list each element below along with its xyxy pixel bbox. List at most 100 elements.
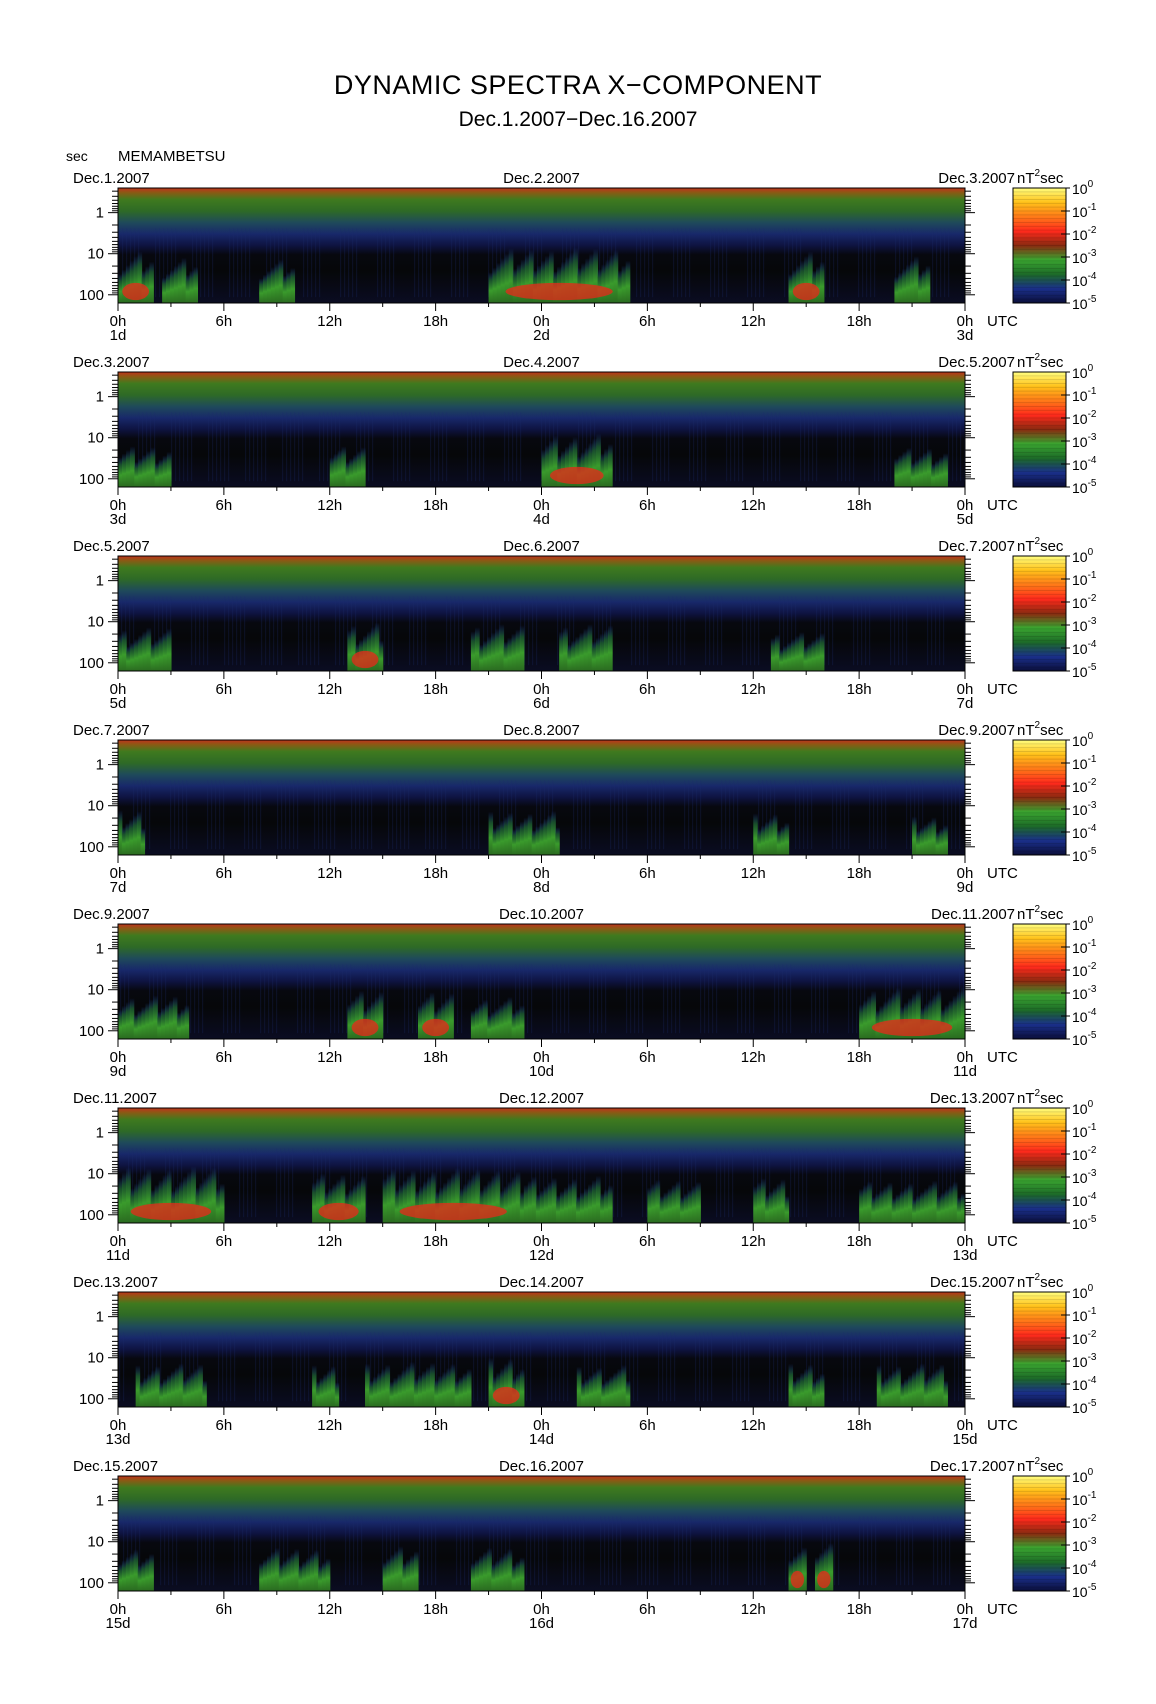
activity-mark xyxy=(166,273,171,303)
activity-mark xyxy=(772,814,778,855)
activity-mark xyxy=(470,631,476,671)
activity-mark xyxy=(495,1007,501,1039)
noise-stripe xyxy=(703,1332,705,1402)
noise-stripe xyxy=(592,1332,594,1402)
activity-mark xyxy=(402,1563,407,1591)
noise-stripe xyxy=(736,1332,738,1402)
activity-mark xyxy=(499,1190,505,1223)
noise-stripe xyxy=(155,228,157,298)
activity-mark xyxy=(776,1183,782,1223)
activity-mark xyxy=(186,1375,192,1407)
noise-stripe xyxy=(196,228,198,298)
y-tick-label: 1 xyxy=(96,389,104,406)
activity-mark xyxy=(470,1563,476,1591)
noise-stripe xyxy=(828,596,830,666)
noise-stripe xyxy=(203,596,205,666)
activity-mark xyxy=(125,265,131,303)
noise-stripe xyxy=(244,596,246,666)
y-tick-label: 10 xyxy=(87,246,104,263)
noise-stripe xyxy=(393,228,395,298)
noise-stripe xyxy=(417,596,419,666)
noise-stripe xyxy=(903,228,905,298)
noise-stripe xyxy=(581,780,583,850)
noise-stripe xyxy=(589,964,591,1034)
noise-stripe xyxy=(350,964,352,1034)
noise-stripe xyxy=(737,964,739,1034)
noise-stripe xyxy=(403,1332,405,1402)
noise-stripe xyxy=(334,964,336,1034)
activity-mark xyxy=(956,991,962,1039)
activity-mark xyxy=(516,1373,521,1407)
activity-mark xyxy=(508,248,514,303)
activity-mark xyxy=(539,822,545,855)
activity-mark xyxy=(491,1011,496,1039)
noise-stripe xyxy=(722,228,724,298)
activity-mark xyxy=(130,446,135,487)
colorbar-tick-label: 10-1 xyxy=(1072,1306,1097,1324)
noise-stripe xyxy=(827,964,829,1034)
activity-mark xyxy=(605,1379,610,1407)
activity-mark xyxy=(684,1193,689,1223)
activity-mark xyxy=(187,1171,192,1223)
noise-stripe xyxy=(128,964,130,1034)
activity-mark xyxy=(511,1565,517,1591)
noise-stripe xyxy=(199,596,201,666)
activity-mark xyxy=(519,1557,525,1591)
noise-stripe xyxy=(951,780,953,850)
noise-stripe xyxy=(679,964,681,1034)
activity-mark xyxy=(823,1547,829,1591)
activity-mark xyxy=(659,1196,665,1223)
noise-stripe xyxy=(384,596,386,666)
noise-stripe xyxy=(779,596,781,666)
activity-mark xyxy=(203,1177,209,1223)
noise-stripe xyxy=(249,228,251,298)
noise-stripe xyxy=(122,228,124,298)
noise-stripe xyxy=(870,228,872,298)
noise-stripe xyxy=(863,1516,865,1586)
noise-stripe xyxy=(569,596,571,666)
activity-mark xyxy=(141,1006,147,1039)
colorbar-tick-label: 100 xyxy=(1072,547,1094,565)
activity-mark xyxy=(910,462,916,487)
activity-mark xyxy=(545,444,550,487)
noise-stripe xyxy=(191,412,193,482)
noise-stripe xyxy=(430,412,432,482)
noise-stripe xyxy=(786,964,788,1034)
activity-mark xyxy=(331,1366,336,1407)
noise-stripe xyxy=(246,1516,248,1586)
activity-mark xyxy=(579,632,585,671)
noise-stripe xyxy=(320,1516,322,1586)
day-label: 6d xyxy=(533,695,550,712)
noise-stripe xyxy=(563,1516,565,1586)
activity-mark xyxy=(774,634,780,671)
activity-mark xyxy=(508,1358,513,1407)
activity-mark xyxy=(807,643,813,671)
noise-stripe xyxy=(657,1516,659,1586)
noise-stripe xyxy=(267,1332,269,1402)
noise-stripe xyxy=(265,412,267,482)
noise-stripe xyxy=(556,964,558,1034)
activity-mark xyxy=(902,451,908,487)
noise-stripe xyxy=(263,1332,265,1402)
activity-mark xyxy=(488,1357,494,1407)
colorbar-unit-label: nT2sec xyxy=(1017,352,1064,371)
noise-stripe xyxy=(701,412,703,482)
activity-mark xyxy=(583,628,589,671)
noise-stripe xyxy=(925,1332,927,1402)
activity-mark xyxy=(259,278,264,303)
activity-mark xyxy=(912,816,917,855)
noise-stripe xyxy=(396,780,398,850)
activity-mark xyxy=(282,1560,288,1591)
noise-stripe xyxy=(752,1516,754,1586)
noise-stripe xyxy=(707,1332,709,1402)
noise-stripe xyxy=(869,596,871,666)
activity-mark xyxy=(585,258,590,303)
noise-stripe xyxy=(544,780,546,850)
noise-stripe xyxy=(280,1148,282,1218)
activity-mark xyxy=(914,256,919,303)
activity-mark xyxy=(952,995,958,1039)
activity-mark xyxy=(129,1553,135,1591)
activity-mark xyxy=(956,1197,962,1223)
day-label: 7d xyxy=(957,695,974,712)
